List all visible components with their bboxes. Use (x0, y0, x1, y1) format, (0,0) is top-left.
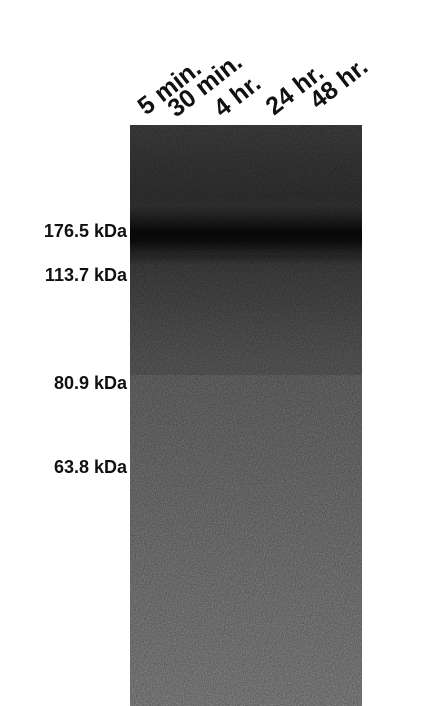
gel-figure: 5 min. 30 min. 4 hr. 24 hr. 48 hr. 176.5… (0, 0, 425, 706)
marker-label: 80.9 kDa (54, 373, 128, 393)
lane-label: 48 hr. (304, 52, 373, 114)
gel (130, 125, 362, 706)
lane-labels: 5 min. 30 min. 4 hr. 24 hr. 48 hr. (132, 48, 373, 123)
page: 5 min. 30 min. 4 hr. 24 hr. 48 hr. 176.5… (0, 0, 425, 706)
marker-labels: 176.5 kDa 113.7 kDa 80.9 kDa 63.8 kDa (44, 221, 128, 477)
gel-smear (130, 255, 362, 375)
marker-label: 63.8 kDa (54, 457, 128, 477)
marker-label: 176.5 kDa (44, 221, 128, 241)
marker-label: 113.7 kDa (45, 265, 128, 285)
